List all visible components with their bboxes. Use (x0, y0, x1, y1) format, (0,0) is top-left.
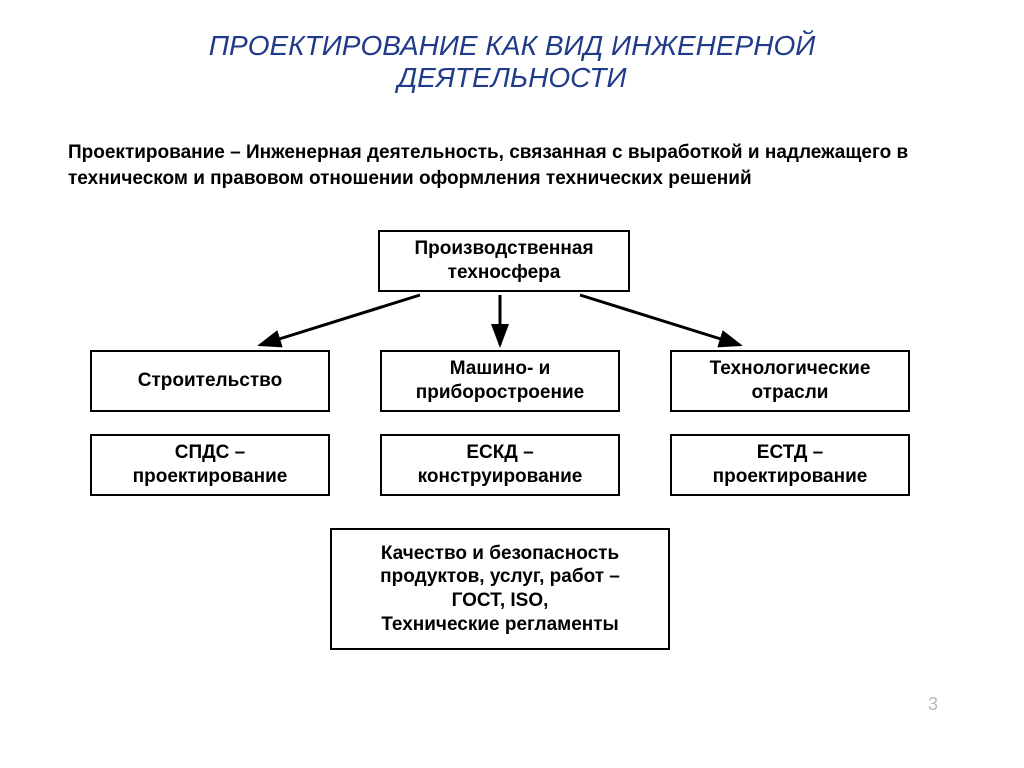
arrow-root-b3 (580, 295, 740, 345)
node-b2-label: Машино- иприборостроение (416, 357, 584, 405)
slide: ПРОЕКТИРОВАНИЕ КАК ВИД ИНЖЕНЕРНОЙ ДЕЯТЕЛ… (0, 0, 1024, 768)
node-root-label: Производственнаятехносфера (414, 237, 593, 285)
node-bottom-label: Качество и безопасностьпродуктов, услуг,… (380, 542, 620, 637)
node-b1: Строительство (90, 350, 330, 412)
node-bottom: Качество и безопасностьпродуктов, услуг,… (330, 528, 670, 650)
title-line2: ДЕЯТЕЛЬНОСТИ (0, 62, 1024, 94)
node-b3: Технологическиеотрасли (670, 350, 910, 412)
node-c1-label: СПДС –проектирование (133, 441, 288, 489)
page-number: 3 (928, 694, 938, 715)
node-c2-label: ЕСКД –конструирование (418, 441, 583, 489)
node-c1: СПДС –проектирование (90, 434, 330, 496)
slide-title: ПРОЕКТИРОВАНИЕ КАК ВИД ИНЖЕНЕРНОЙ ДЕЯТЕЛ… (0, 30, 1024, 94)
arrow-root-b1 (260, 295, 420, 345)
node-b3-label: Технологическиеотрасли (710, 357, 871, 405)
title-line1: ПРОЕКТИРОВАНИЕ КАК ВИД ИНЖЕНЕРНОЙ (0, 30, 1024, 62)
node-root: Производственнаятехносфера (378, 230, 630, 292)
node-b1-label: Строительство (138, 369, 282, 393)
node-b2: Машино- иприборостроение (380, 350, 620, 412)
node-c3-label: ЕСТД –проектирование (713, 441, 868, 489)
node-c3: ЕСТД –проектирование (670, 434, 910, 496)
node-c2: ЕСКД –конструирование (380, 434, 620, 496)
definition-text: Проектирование – Инженерная деятельность… (68, 140, 948, 191)
